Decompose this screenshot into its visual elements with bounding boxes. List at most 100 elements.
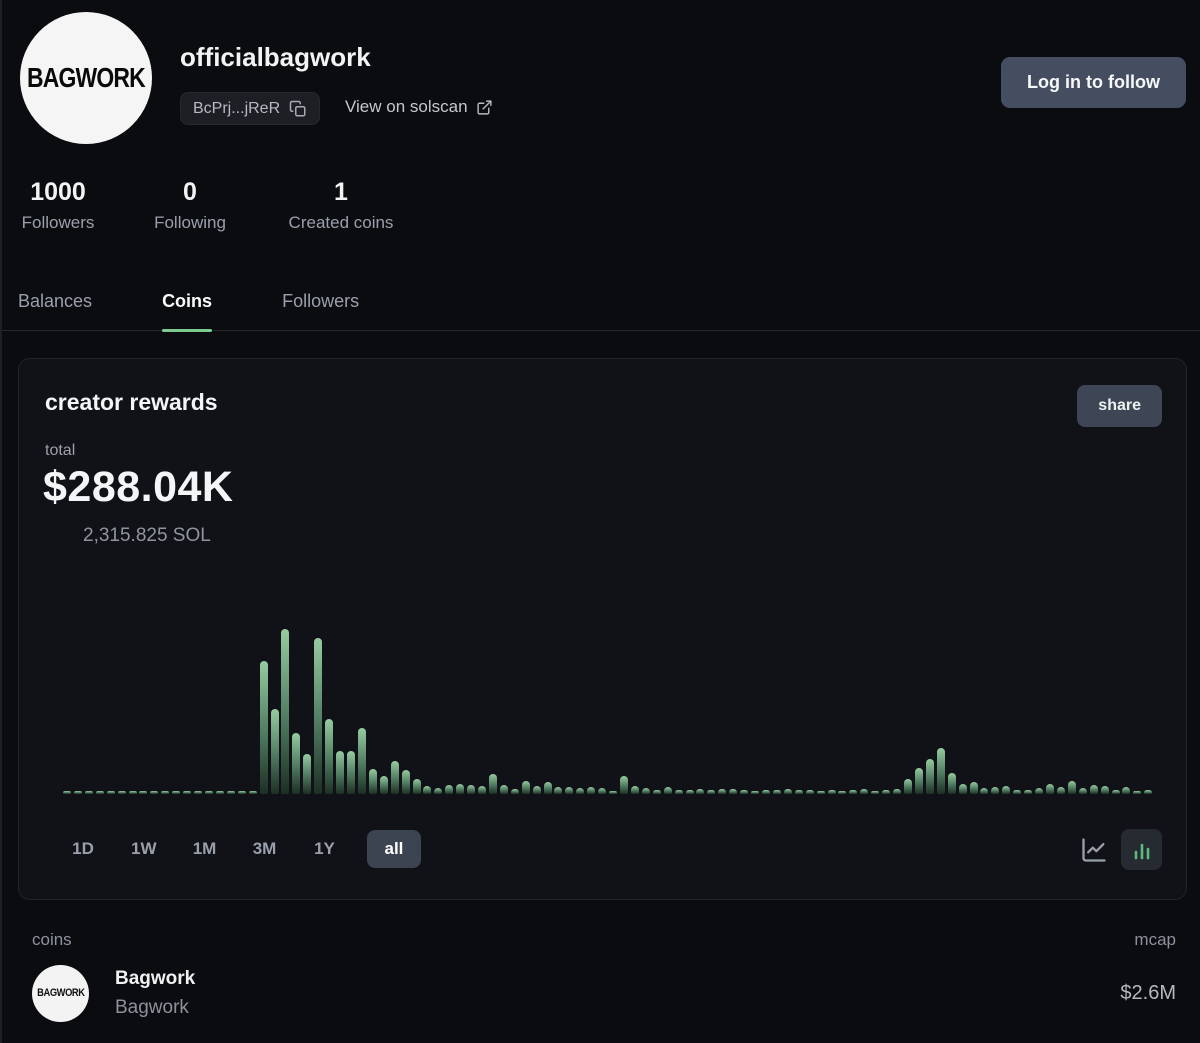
chart-bar <box>226 791 235 794</box>
chart-bar <box>521 781 530 794</box>
created-coins-label: Created coins <box>288 213 394 232</box>
chart-bar <box>237 791 246 794</box>
login-to-follow-button[interactable]: Log in to follow <box>1001 57 1186 108</box>
chart-bar <box>434 788 443 794</box>
tab-balances[interactable]: Balances <box>18 290 93 311</box>
chart-bar <box>106 791 115 794</box>
chart-bar <box>947 773 956 794</box>
rewards-bar-chart <box>63 584 1153 794</box>
coin-subtitle: Bagwork <box>115 996 189 1018</box>
chart-bar <box>336 751 345 794</box>
chart-bar <box>936 748 945 794</box>
range-button-1d[interactable]: 1D <box>65 830 101 868</box>
chart-bar <box>641 788 650 794</box>
chart-bar <box>1013 790 1022 794</box>
chart-bar <box>510 789 519 794</box>
chart-bar <box>183 791 192 794</box>
chart-bar <box>467 785 476 794</box>
chart-bar <box>1067 781 1076 794</box>
chart-bar <box>1089 785 1098 794</box>
chart-bar <box>980 788 989 794</box>
followers-count: 1000 <box>30 178 86 206</box>
chart-bar <box>139 791 148 794</box>
chart-bar <box>456 784 465 794</box>
chart-bar <box>598 788 607 794</box>
chart-bar <box>652 790 661 794</box>
total-sol-value: 2,315.825 SOL <box>83 525 211 546</box>
chart-bar <box>685 790 694 794</box>
chart-bar <box>805 790 814 794</box>
chart-bar <box>620 776 629 794</box>
chart-bar <box>1045 784 1054 794</box>
chart-bar <box>1133 791 1142 794</box>
chart-bar <box>609 791 618 794</box>
username: officialbagwork <box>180 42 371 72</box>
chart-type-toggles <box>1077 829 1162 870</box>
chart-bar <box>368 769 377 794</box>
solscan-link[interactable]: View on solscan <box>345 97 493 117</box>
total-usd-value: $288.04K <box>43 463 234 511</box>
chart-bar <box>63 791 71 794</box>
chart-bar <box>270 709 279 794</box>
chart-bar <box>827 790 836 794</box>
chart-bar <box>128 791 137 794</box>
chart-bar <box>958 784 967 794</box>
range-button-1m[interactable]: 1M <box>187 830 223 868</box>
coins-column-label: coins <box>32 930 72 949</box>
tab-followers[interactable]: Followers <box>282 290 360 311</box>
chart-bar <box>303 754 312 794</box>
copy-icon[interactable] <box>289 100 307 118</box>
chart-bar <box>314 638 323 794</box>
chart-bar <box>1122 787 1131 794</box>
coins-table-header: coins mcap <box>32 930 1176 950</box>
coin-mcap-value: $2.6M <box>1120 981 1176 1004</box>
chart-bar <box>663 787 672 794</box>
chart-bar <box>499 785 508 794</box>
chart-bar <box>532 786 541 794</box>
chart-bar <box>893 789 902 794</box>
chart-bar <box>161 791 170 794</box>
chart-bar <box>565 787 574 794</box>
chart-bar <box>587 787 596 794</box>
range-button-3m[interactable]: 3M <box>247 830 283 868</box>
chart-bar <box>172 791 181 794</box>
profile-avatar: BAGWORK <box>20 12 152 144</box>
coin-avatar: BAGWORK <box>32 964 89 1022</box>
profile-avatar-text: BAGWORK <box>27 62 146 93</box>
chart-bar <box>1035 788 1044 794</box>
wallet-address-pill[interactable]: BcPrj...jReR <box>180 92 321 125</box>
chart-bar <box>194 791 203 794</box>
chart-bar <box>925 759 934 794</box>
chart-bar <box>718 789 727 794</box>
chart-bar <box>445 785 454 794</box>
chart-bar <box>783 789 792 794</box>
chart-bar <box>73 791 82 794</box>
chart-bar <box>390 761 399 794</box>
line-chart-toggle-button[interactable] <box>1077 830 1111 870</box>
chart-bar <box>554 787 563 794</box>
stat-following: 0 Following <box>150 177 230 233</box>
coin-row-bagwork[interactable]: BAGWORK Bagwork Bagwork $2.6M <box>32 962 1176 1024</box>
chart-bar <box>1078 788 1087 794</box>
chart-bar <box>1144 790 1153 794</box>
tab-coins[interactable]: Coins <box>162 272 213 332</box>
share-button[interactable]: share <box>1077 385 1162 427</box>
bar-chart-icon <box>1134 843 1149 859</box>
chart-bar <box>751 791 760 794</box>
range-button-all[interactable]: all <box>366 830 422 868</box>
chart-bar <box>838 791 847 794</box>
chart-bar <box>882 790 891 794</box>
chart-bar <box>860 789 869 794</box>
external-link-icon <box>476 99 492 115</box>
profile-stats: 1000 Followers 0 Following 1 Created coi… <box>18 177 400 233</box>
range-button-1y[interactable]: 1Y <box>307 830 343 868</box>
stat-followers: 1000 Followers <box>18 177 98 233</box>
chart-bar <box>150 791 159 794</box>
chart-bar <box>346 751 355 794</box>
range-button-1w[interactable]: 1W <box>125 830 163 868</box>
chart-bar <box>204 791 213 794</box>
stat-created-coins: 1 Created coins <box>282 177 400 233</box>
chart-bar <box>117 791 126 794</box>
chart-bar <box>674 790 683 794</box>
bar-chart-toggle-button[interactable] <box>1121 829 1162 870</box>
